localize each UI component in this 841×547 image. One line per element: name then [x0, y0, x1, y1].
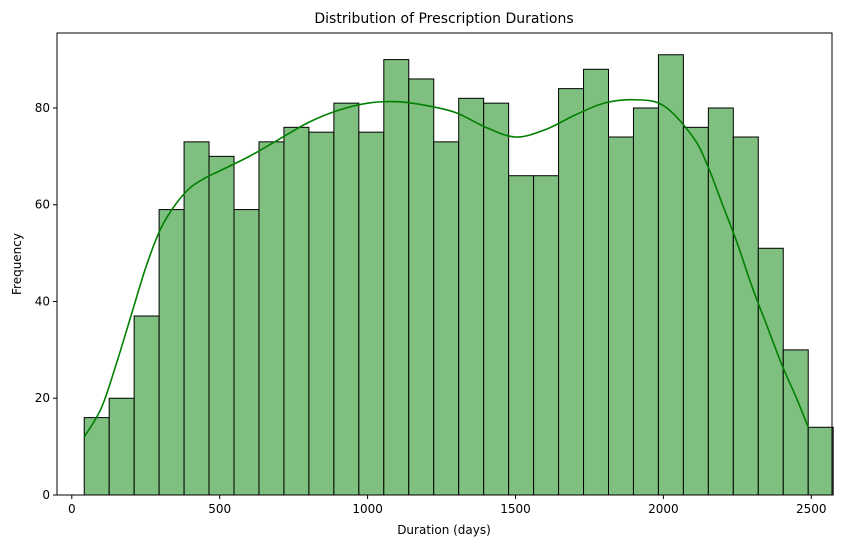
y-axis: 0 20 40 60 80 [35, 101, 57, 502]
x-tick-label: 1500 [500, 502, 531, 516]
histogram-bar [208, 155, 235, 496]
histogram-bar [483, 102, 510, 496]
histogram-bar [458, 97, 485, 496]
histogram-bar [533, 175, 560, 496]
y-axis-label: Frequency [10, 233, 24, 295]
histogram-bar [333, 102, 360, 496]
x-tick-label: 2500 [796, 502, 827, 516]
histogram-bar [283, 126, 310, 496]
histogram-bar [133, 315, 160, 496]
histogram-bar [558, 88, 585, 496]
histogram-bar [158, 209, 185, 496]
x-tick-label: 500 [208, 502, 231, 516]
kde-curve [83, 98, 809, 438]
y-tick-label: 0 [42, 488, 50, 502]
histogram-bar [508, 175, 535, 496]
x-axis-label: Duration (days) [397, 523, 491, 537]
chart-title: Distribution of Prescription Durations [314, 11, 573, 27]
histogram-bar [408, 78, 435, 496]
x-tick-label: 1000 [352, 502, 383, 516]
histogram-bar [707, 107, 734, 496]
bars-layer [83, 54, 834, 496]
histogram-bar [308, 131, 335, 496]
histogram-bar [657, 54, 684, 496]
histogram-bar [358, 131, 385, 496]
histogram-bar [233, 209, 260, 496]
histogram-bar [682, 126, 709, 496]
histogram-bar [183, 141, 210, 496]
x-tick-label: 0 [68, 502, 76, 516]
histogram-bar [258, 141, 285, 496]
histogram-bar [83, 417, 110, 496]
y-tick-label: 20 [35, 391, 50, 405]
histogram-bar [433, 141, 460, 496]
histogram-bar [807, 426, 834, 496]
histogram-bar [108, 397, 135, 496]
y-tick-label: 40 [35, 294, 50, 308]
x-axis: 0 500 1000 1500 2000 2500 [68, 495, 827, 516]
histogram-bar [632, 107, 659, 496]
histogram-bar [757, 247, 784, 496]
plot-frame [56, 32, 833, 496]
y-tick-label: 60 [35, 198, 50, 212]
x-tick-label: 2000 [648, 502, 679, 516]
y-tick-label: 80 [35, 101, 50, 115]
histogram-bar [383, 59, 410, 496]
histogram-bar [732, 136, 759, 496]
histogram-bar [607, 136, 634, 496]
histogram-bar [782, 349, 809, 496]
histogram-bar [583, 68, 609, 496]
